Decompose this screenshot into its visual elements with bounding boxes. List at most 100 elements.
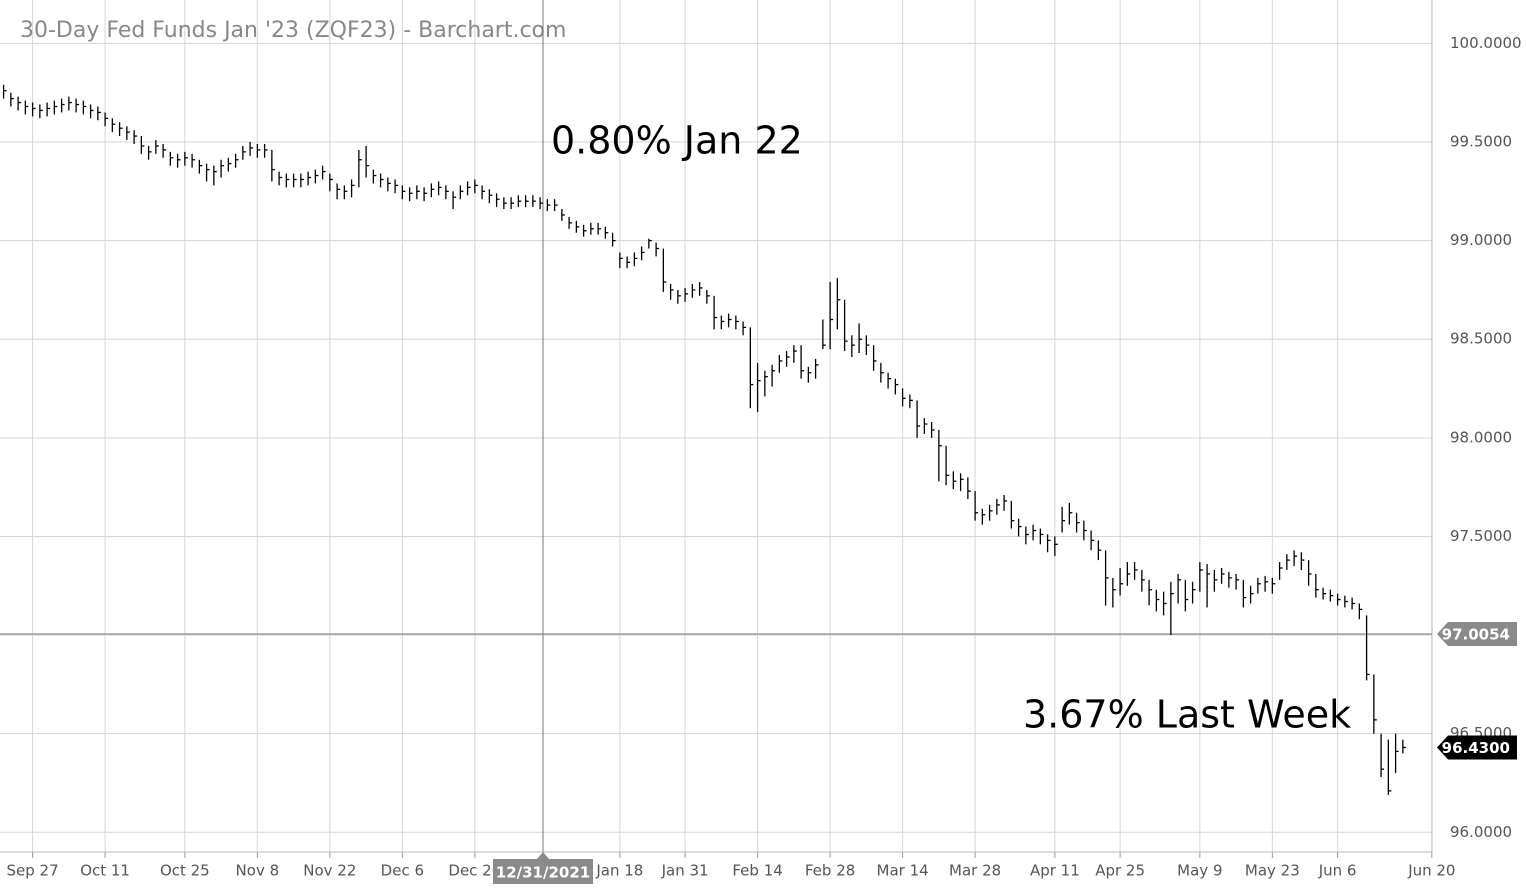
- ohlc-bar: [466, 181, 471, 196]
- ohlc-bar: [938, 429, 942, 482]
- ohlc-bar: [713, 295, 718, 330]
- ohlc-bar: [97, 106, 101, 121]
- ohlc-bar: [488, 189, 493, 204]
- ohlc-bar: [336, 183, 341, 200]
- ohlc-bar: [1206, 564, 1211, 608]
- ohlc-bar: [495, 193, 500, 208]
- ohlc-bar: [771, 364, 776, 387]
- ohlc-bar: [822, 319, 826, 350]
- ohlc-bar: [916, 400, 921, 438]
- ohlc-bar: [561, 209, 565, 221]
- ohlc-bar: [263, 143, 268, 158]
- ohlc-bar: [1083, 520, 1087, 541]
- ohlc-bar: [437, 181, 442, 196]
- crosshair-date-bg: [493, 859, 593, 884]
- x-tick-label: Apr 25: [1095, 862, 1145, 880]
- ohlc-bar: [1351, 597, 1356, 610]
- ohlc-bar: [198, 159, 203, 174]
- ohlc-bar: [133, 130, 138, 144]
- annotation: 0.80% Jan 22: [551, 119, 803, 163]
- ohlc-bar: [147, 145, 152, 160]
- ohlc-bar: [300, 173, 304, 188]
- ohlc-bar: [524, 195, 529, 208]
- ohlc-bar: [1286, 554, 1290, 570]
- ohlc-bar: [967, 477, 971, 499]
- ohlc-bar: [1213, 569, 1218, 592]
- ohlc-bar: [1097, 540, 1102, 561]
- ohlc-bar: [1235, 573, 1240, 590]
- ohlc-bar: [292, 173, 297, 188]
- ohlc-bar: [568, 216, 573, 229]
- ohlc-bar: [1199, 562, 1203, 592]
- ohlc-bar: [1344, 595, 1348, 608]
- ohlc-bar: [880, 362, 884, 383]
- ohlc-bar: [662, 248, 667, 292]
- ohlc-bar: [46, 102, 51, 117]
- ohlc-bar: [539, 197, 544, 210]
- ohlc-bar: [648, 238, 652, 249]
- ohlc-bar: [1387, 739, 1392, 795]
- ohlc-bar: [510, 197, 515, 210]
- ohlc-bar: [387, 177, 391, 192]
- ohlc-bar: [68, 96, 72, 111]
- ohlc-bar: [1141, 569, 1145, 592]
- ohlc-bar: [31, 102, 36, 117]
- ohlc-bar: [1162, 591, 1167, 616]
- ohlc-bar: [785, 351, 790, 367]
- ohlc-bar: [430, 183, 435, 198]
- ohlc-bar: [1112, 577, 1116, 608]
- ohlc-bar: [1293, 550, 1298, 567]
- ohlc-bar: [1119, 568, 1124, 596]
- ohlc-bar: [140, 136, 145, 154]
- x-tick-label: Sep 27: [7, 862, 59, 880]
- ohlc-bar: [1402, 739, 1406, 754]
- ohlc-bar: [60, 98, 65, 113]
- ohlc-bar: [1300, 552, 1305, 570]
- ohlc-bar: [1090, 530, 1095, 551]
- ohlc-bar: [553, 199, 558, 212]
- ohlc-bar: [111, 118, 116, 133]
- ohlc-bar: [1394, 733, 1399, 774]
- ohlc-bar: [1228, 571, 1232, 588]
- ohlc-bar: [249, 142, 254, 156]
- ohlc-bar: [423, 187, 428, 202]
- ohlc-bar: [988, 504, 993, 521]
- x-tick-label: Dec 6: [381, 862, 424, 880]
- y-tick-label: 99.5000: [1450, 133, 1512, 151]
- ohlc-bar: [749, 327, 754, 409]
- ohlc-bar: [735, 315, 739, 330]
- ohlc-bar: [677, 289, 681, 304]
- ohlc-bar: [1003, 495, 1008, 511]
- ohlc-bar: [1177, 573, 1182, 604]
- ohlc-bar: [271, 149, 275, 182]
- ohlc-bar: [329, 173, 333, 192]
- y-tick-label: 97.5000: [1450, 527, 1512, 545]
- x-tick-label: May 23: [1245, 862, 1300, 880]
- ohlc-bar: [314, 169, 319, 184]
- ohlc-bar: [807, 366, 812, 383]
- ohlc-bar: [53, 100, 58, 115]
- ohlc-bar: [184, 151, 188, 166]
- ohlc-bar: [220, 159, 225, 178]
- ohlc-bar: [582, 224, 587, 237]
- ohlc-bar: [452, 191, 457, 210]
- ohlc-bar: [1148, 579, 1153, 606]
- ohlc-bar: [691, 284, 696, 298]
- ohlc-bar: [764, 370, 768, 397]
- ohlc-bar: [307, 171, 312, 186]
- y-tick-label: 100.0000: [1450, 34, 1522, 52]
- ohlc-bar: [24, 100, 29, 115]
- last-price-label-bg: [1437, 735, 1517, 760]
- ohlc-bar: [1220, 568, 1225, 584]
- ohlc-bar: [1126, 562, 1131, 586]
- ohlc-bar: [1329, 589, 1334, 602]
- ohlc-bar: [590, 222, 594, 235]
- ohlc-bar: [155, 140, 159, 154]
- ohlc-bar: [1046, 534, 1051, 553]
- x-tick-label: Oct 25: [160, 862, 210, 880]
- ohlc-bar: [698, 282, 703, 296]
- ohlc-bar: [800, 345, 805, 379]
- ohlc-bar: [1039, 528, 1044, 545]
- x-tick-label: Oct 11: [80, 862, 130, 880]
- ohlc-bar: [205, 163, 210, 182]
